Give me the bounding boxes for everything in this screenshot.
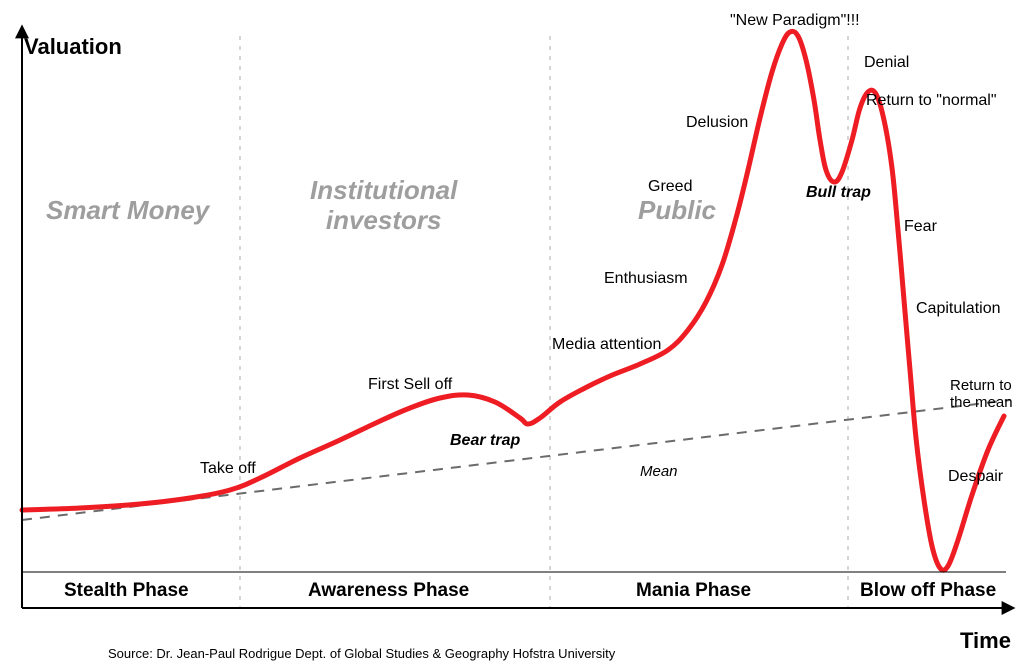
event-label: Greed: [648, 178, 692, 196]
event-label: Denial: [864, 54, 909, 72]
phase-bottom-label: Mania Phase: [636, 580, 751, 602]
phase-bottom-label: Stealth Phase: [64, 580, 189, 602]
event-label: Return to "normal": [866, 92, 997, 110]
event-label: Delusion: [686, 114, 748, 132]
event-label: "New Paradigm"!!!: [730, 12, 860, 30]
y-axis-label: Valuation: [24, 34, 122, 60]
phase-bottom-label: Awareness Phase: [308, 580, 469, 602]
bubble-curve: [22, 31, 1004, 570]
event-label: Enthusiasm: [604, 270, 688, 288]
event-label: Fear: [904, 218, 937, 236]
event-label: Capitulation: [916, 300, 1001, 318]
phase-watermark: Smart Money: [46, 196, 209, 226]
event-label: Media attention: [552, 336, 661, 354]
event-label: Bull trap: [806, 184, 871, 202]
event-label: Despair: [948, 468, 1003, 486]
phase-watermark: Institutional investors: [310, 176, 457, 236]
phase-watermark: Public: [638, 196, 716, 226]
event-label: Bear trap: [450, 432, 520, 450]
chart-container: Valuation Time Smart Money Institutional …: [0, 0, 1024, 672]
x-axis-label: Time: [960, 628, 1011, 654]
phase-bottom-label: Blow off Phase: [860, 580, 996, 602]
event-label: First Sell off: [368, 376, 452, 394]
event-label: Take off: [200, 460, 256, 478]
event-label: Return to the mean: [950, 378, 1013, 411]
source-credit: Source: Dr. Jean-Paul Rodrigue Dept. of …: [108, 646, 615, 661]
event-label: Mean: [640, 464, 678, 481]
